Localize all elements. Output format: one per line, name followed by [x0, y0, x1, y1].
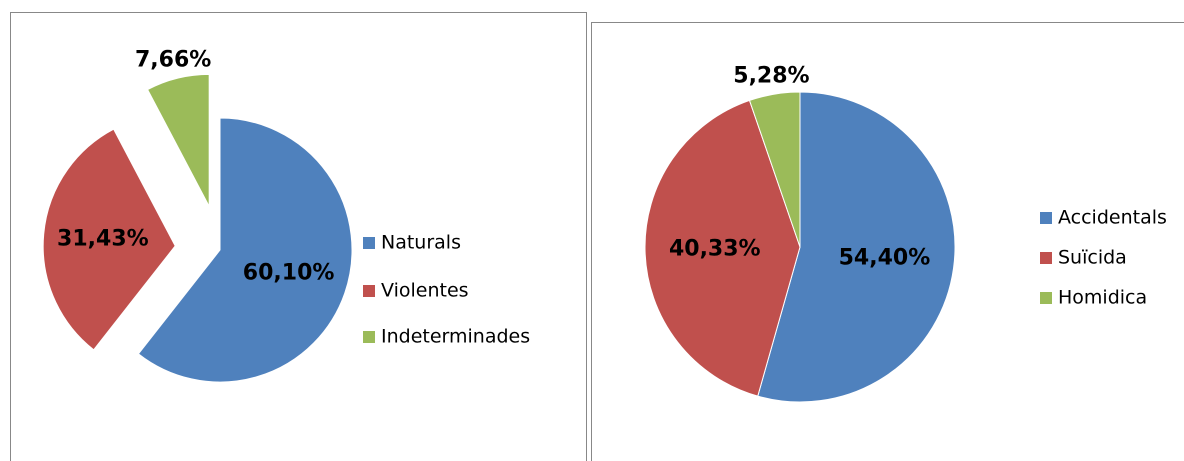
- legend-label: Naturals: [381, 232, 461, 254]
- data-label: 7,66%: [135, 48, 211, 73]
- chart-frame: [591, 22, 1184, 461]
- legend-label: Indeterminades: [381, 326, 530, 348]
- data-label: 60,10%: [243, 261, 335, 286]
- pie-slice: [757, 91, 956, 403]
- data-label: 5,28%: [733, 63, 809, 88]
- legend-swatch: [363, 331, 375, 343]
- pie-slice: [137, 117, 353, 383]
- pie-slice: [644, 99, 801, 397]
- legend-swatch: [363, 285, 375, 297]
- legend-swatch: [1040, 212, 1052, 224]
- legend-swatch: [363, 237, 375, 249]
- data-label: 40,33%: [669, 236, 761, 261]
- legend-label: Violentes: [381, 280, 469, 302]
- pie-slice: [42, 128, 176, 351]
- legend-label: Accidentals: [1058, 207, 1167, 229]
- data-label: 31,43%: [57, 226, 149, 251]
- pie-slice: [146, 73, 210, 207]
- legend-swatch: [1040, 292, 1052, 304]
- chart-frame: [10, 12, 587, 461]
- data-label: 54,40%: [839, 246, 931, 271]
- legend-label: Suïcida: [1058, 247, 1127, 269]
- legend-label: Homidica: [1058, 287, 1147, 309]
- legend-swatch: [1040, 252, 1052, 264]
- pie-slice: [748, 91, 801, 248]
